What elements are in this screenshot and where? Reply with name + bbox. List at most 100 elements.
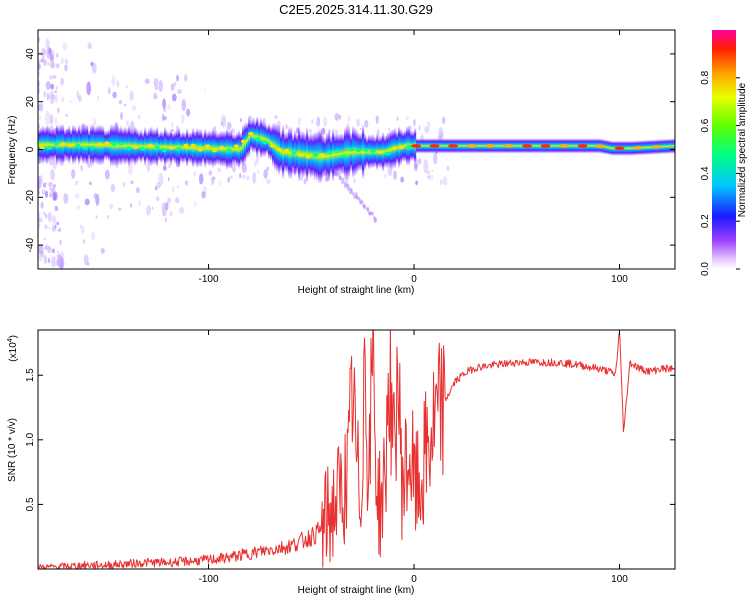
spectrogram-ridge-column — [270, 125, 273, 161]
spectrogram-ridge-column — [84, 125, 87, 165]
spectrogram-speckle — [130, 203, 132, 208]
spectrogram-ridge-column — [476, 138, 479, 154]
spectrogram-ridge-column — [182, 131, 185, 165]
spectrogram-ridge-column — [368, 134, 371, 170]
spectrogram-ridge-peak — [197, 147, 203, 152]
spectrogram-ridge-column — [276, 123, 279, 173]
spectrogram-speckle — [176, 74, 179, 82]
spectrogram-ridge-column — [520, 138, 523, 154]
spectrogram-speckle — [323, 116, 328, 127]
spectrogram-speckle — [52, 214, 56, 222]
spectrogram-ridge-column — [672, 138, 675, 154]
spectrogram-y-tick-label: -40 — [25, 237, 36, 252]
spectrogram-speckle — [107, 86, 111, 95]
spectrogram-ridge-column — [80, 128, 83, 162]
spectrogram-ridge-column — [284, 132, 287, 173]
spectrogram-speckle — [359, 127, 362, 130]
spectrogram-ridge-peak — [327, 151, 333, 155]
spectrogram-ridge-column — [668, 138, 671, 154]
spectrogram-ridge-column — [152, 128, 155, 166]
spectrogram-ridge-column — [290, 126, 293, 180]
spectrogram-ridge-column — [268, 123, 271, 160]
snr-panel: -100 0 100 0.5 1.0 1.5 Height of straight li… — [7, 329, 676, 596]
spectrogram-speckle — [82, 239, 85, 244]
spectrogram-ridge-column — [286, 131, 289, 174]
spectrogram-speckle — [315, 123, 317, 126]
spectrogram-speckle — [415, 180, 418, 186]
spectrogram-speckle — [383, 173, 387, 179]
spectrogram-ridge-peak — [233, 144, 239, 149]
spectrogram-ridge-peak — [61, 142, 67, 147]
spectrogram-speckle — [56, 221, 59, 226]
spectrogram-ridge-column — [310, 132, 313, 179]
spectrogram-ridge-peak — [633, 146, 644, 150]
spectrogram-speckle — [167, 104, 171, 111]
spectrogram-speckle — [156, 181, 161, 189]
spectrogram-speckle — [184, 74, 188, 82]
spectrogram-ridge-column — [296, 133, 299, 175]
spectrogram-ridge-column — [192, 127, 195, 168]
colorbar-tick-label: 0.0 — [700, 262, 711, 276]
spectrogram-speckle — [42, 211, 46, 216]
spectrogram-ridge-column — [240, 132, 243, 165]
spectrogram-speckle — [40, 250, 45, 258]
spectrogram-speckle — [153, 78, 159, 87]
spectrogram-ridge-column — [248, 117, 251, 158]
spectrogram-ridge-column — [44, 126, 47, 163]
spectrogram-speckle — [49, 90, 55, 105]
spectrogram-ridge-column — [404, 129, 407, 163]
spectrogram-ridge-peak — [240, 139, 247, 144]
spectrogram-ridge-column — [388, 132, 391, 168]
spectrogram-ridge-column — [666, 138, 669, 155]
spectrogram-speckle — [47, 212, 52, 223]
spectrogram-ridge-column — [386, 133, 389, 169]
spectrogram-ridge-peak — [118, 142, 124, 146]
spectrogram-speckle — [433, 152, 438, 165]
spectrogram-speckle — [49, 193, 52, 198]
spectrogram-speckle — [53, 184, 57, 188]
spectrogram-speckle — [137, 114, 141, 120]
spectrogram-ridge-column — [364, 133, 367, 171]
spectrogram-ridge-column — [342, 133, 345, 174]
spectrogram-speckle — [341, 180, 344, 185]
spectrogram-speckle — [112, 91, 117, 99]
spectrogram-ridge-column — [422, 138, 425, 154]
spectrogram-ridge-column — [574, 138, 577, 154]
spectrogram-speckle — [339, 114, 341, 120]
spectrogram-speckle — [45, 38, 50, 49]
spectrogram-ridge-peak — [89, 145, 96, 150]
spectrogram-ridge-column — [320, 129, 323, 184]
spectrogram-speckle — [51, 248, 55, 254]
spectrogram-ridge-column — [256, 116, 259, 158]
spectrogram-ridge-column — [308, 134, 311, 177]
spectrogram-ridge-peak — [614, 146, 625, 151]
spectrogram-y-ticks: -40 -20 0 20 40 — [25, 48, 675, 252]
spectrogram-speckle — [360, 199, 364, 204]
spectrogram-ridge-column — [174, 130, 177, 165]
snr-x-tick-label: 0 — [411, 574, 417, 585]
snr-frame — [37, 329, 676, 570]
spectrogram-speckle — [86, 81, 92, 96]
spectrogram-ridge-column — [110, 124, 113, 167]
spectrogram-speckle — [311, 118, 314, 124]
spectrogram-speckle — [38, 188, 41, 196]
spectrogram-ridge-column — [232, 133, 235, 166]
spectrogram-speckle — [48, 47, 52, 56]
spectrogram-ridge-column — [210, 130, 213, 167]
spectrogram-ridge-column — [74, 125, 77, 165]
colorbar-ticks: 0.0 0.2 0.4 0.6 0.8 — [700, 70, 740, 276]
spectrogram-speckle — [54, 90, 58, 94]
spectrogram-ridge-column — [594, 138, 597, 154]
spectrogram-speckle — [107, 214, 109, 220]
spectrogram-ridge-column — [108, 128, 111, 163]
spectrogram-speckle — [38, 62, 41, 71]
spectrogram-ridge-column — [502, 138, 505, 154]
spectrogram-speckle — [388, 127, 391, 132]
spectrogram-ridge-column — [202, 133, 205, 164]
spectrogram-speckle — [156, 196, 160, 202]
spectrogram-speckle — [77, 94, 82, 102]
snr-y-tick-label: 1.0 — [25, 432, 36, 446]
spectrogram-speckle — [38, 218, 41, 227]
spectrogram-ridge-column — [264, 121, 267, 157]
spectrogram-x-ticks: -100 0 100 — [199, 30, 628, 285]
